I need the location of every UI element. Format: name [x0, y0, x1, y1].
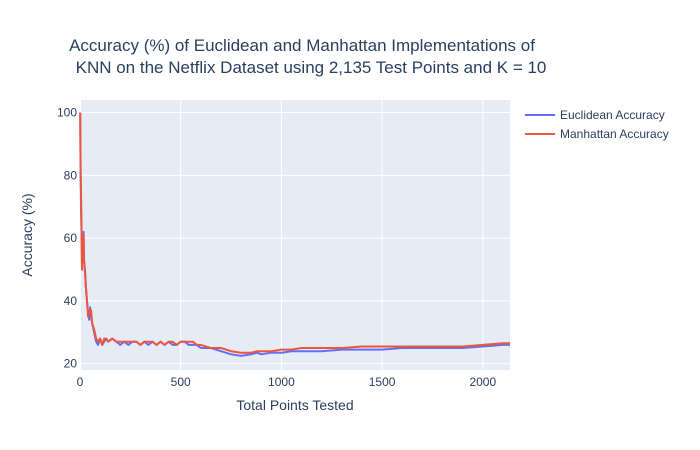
chart-title-line-2: KNN on the Netflix Dataset using 2,135 T…: [76, 58, 547, 77]
x-tick-label: 1500: [369, 375, 396, 389]
y-tick-label: 60: [64, 231, 78, 245]
x-tick-label: 2000: [469, 375, 496, 389]
plot-area: [80, 100, 510, 370]
y-tick-label: 100: [57, 106, 77, 120]
series-layer: [79, 112, 510, 357]
y-axis-title: Accuracy (%): [19, 193, 35, 276]
legend-label: Euclidean Accuracy: [560, 108, 665, 122]
y-tick-label: 20: [64, 357, 78, 371]
series-line-manhattan: [79, 112, 510, 354]
x-tick-label: 500: [171, 375, 191, 389]
legend-label: Manhattan Accuracy: [560, 127, 669, 141]
chart-title: Accuracy (%) of Euclidean and Manhattan …: [69, 36, 546, 77]
x-tick-label: 1000: [268, 375, 295, 389]
legend: Euclidean Accuracy Manhattan Accuracy: [525, 108, 669, 141]
ticks: 0 500 1000 1500 2000 20 40 60 80 100: [57, 106, 497, 389]
y-tick-label: 40: [64, 294, 78, 308]
x-axis-title: Total Points Tested: [236, 397, 353, 413]
x-tick-label: 0: [77, 375, 84, 389]
y-tick-label: 80: [64, 168, 78, 182]
grid: [79, 100, 510, 370]
chart-title-line-1: Accuracy (%) of Euclidean and Manhattan …: [69, 36, 535, 55]
